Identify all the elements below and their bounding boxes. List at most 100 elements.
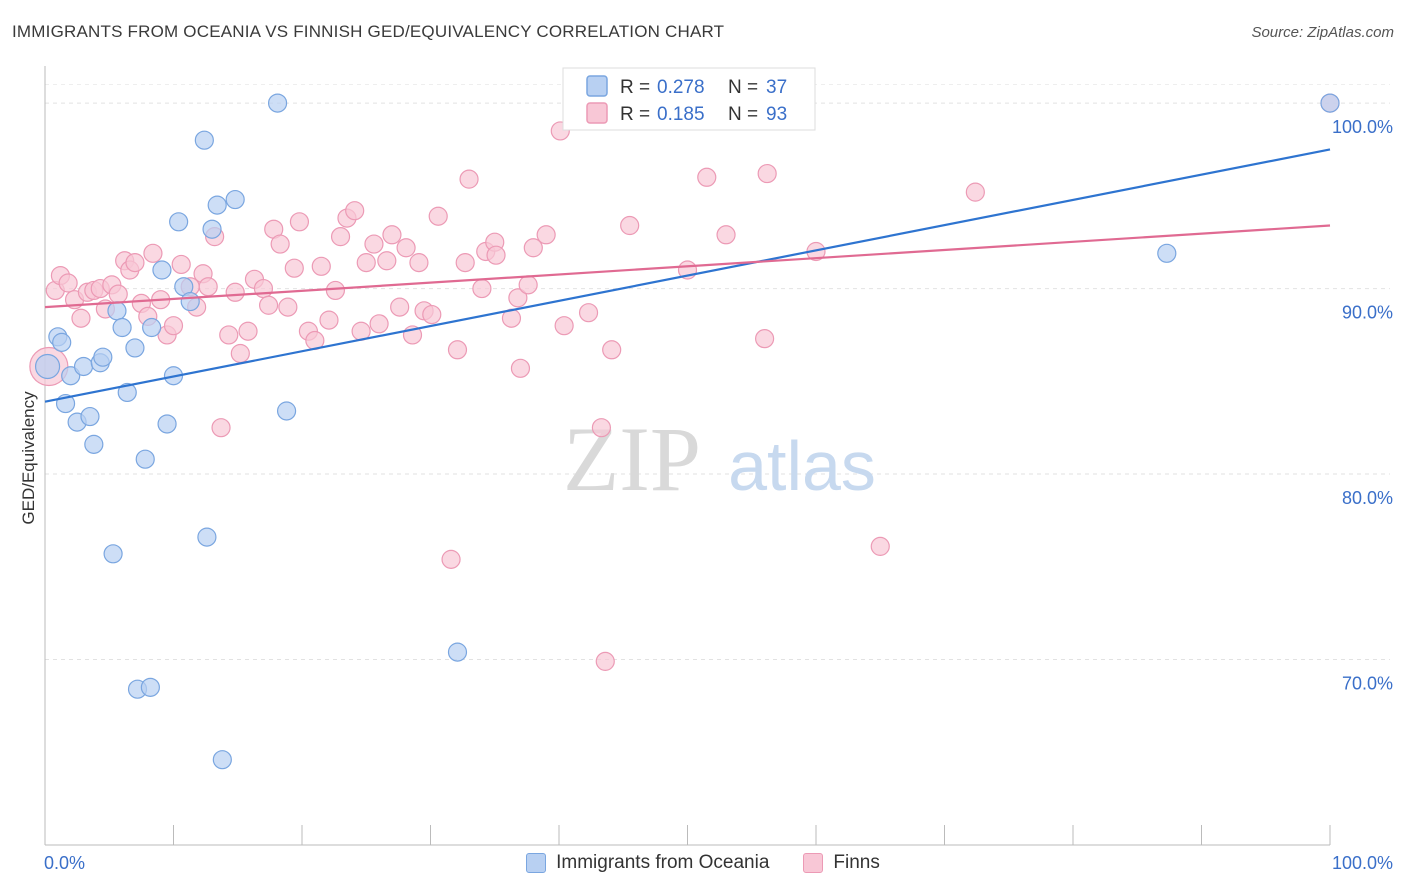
axes bbox=[44, 66, 1331, 846]
finns-point-39 bbox=[289, 212, 310, 232]
finns-point-70 bbox=[508, 288, 528, 308]
oceania-point-36 bbox=[1320, 93, 1340, 113]
oceania-point-28 bbox=[202, 219, 222, 239]
finns-point-27 bbox=[211, 418, 231, 438]
oceania-point-26 bbox=[194, 130, 214, 150]
oceania-point-35 bbox=[1157, 243, 1177, 263]
legend-top-r-label-oceania: R = bbox=[620, 77, 650, 98]
finns-point-14 bbox=[125, 253, 145, 273]
finns-point-90 bbox=[870, 536, 890, 556]
finns-point-36 bbox=[270, 234, 290, 254]
finns-point-65 bbox=[472, 278, 492, 299]
y-tick-label-1: 80.0% bbox=[1342, 488, 1393, 508]
oceania-point-21 bbox=[157, 414, 177, 434]
legend-top-swatch-oceania bbox=[586, 75, 608, 97]
legend-top-swatch-finns bbox=[586, 102, 608, 124]
finns-point-61 bbox=[441, 549, 461, 569]
legend-top-n-label-finns: N = bbox=[728, 104, 758, 125]
finns-point-5 bbox=[71, 308, 91, 328]
oceania-point-33 bbox=[276, 401, 297, 421]
y-tick-label-3: 100.0% bbox=[1332, 117, 1393, 137]
legend-top-r-value-oceania: 0.278 bbox=[657, 77, 705, 98]
legend-top-n-value-finns: 93 bbox=[766, 104, 787, 125]
finns-point-37 bbox=[278, 297, 298, 317]
finns-point-77 bbox=[578, 303, 599, 323]
finns-point-76 bbox=[554, 316, 574, 336]
finns-trend-line bbox=[44, 224, 1331, 309]
finns-point-29 bbox=[225, 282, 245, 302]
finns-point-63 bbox=[455, 253, 475, 273]
finns-point-64 bbox=[459, 169, 479, 189]
finns-point-34 bbox=[258, 295, 279, 315]
oceania-point-17 bbox=[135, 449, 155, 469]
oceania-point-12 bbox=[107, 301, 127, 321]
finns-point-28 bbox=[219, 325, 239, 345]
finns-point-31 bbox=[238, 321, 258, 341]
finns-point-60 bbox=[428, 206, 448, 226]
legend-swatch-finns bbox=[803, 853, 824, 873]
x-tick-label-0: 0.0% bbox=[44, 853, 85, 873]
finns-point-86 bbox=[754, 329, 775, 349]
x-tick-label-1: 100.0% bbox=[1332, 853, 1393, 873]
finns-point-83 bbox=[697, 167, 717, 187]
oceania-point-27 bbox=[197, 527, 217, 547]
oceania-point-8 bbox=[84, 434, 104, 454]
y-tick-label-2: 90.0% bbox=[1342, 303, 1393, 323]
oceania-point-0 bbox=[34, 353, 61, 380]
finns-point-78 bbox=[591, 418, 612, 438]
oceania-point-13 bbox=[112, 317, 132, 338]
legend-top-r-value-finns: 0.185 bbox=[657, 104, 705, 125]
x-tick-labels: 0.0% 100.0% bbox=[44, 853, 1393, 873]
legend-item-oceania: Immigrants from Oceania bbox=[526, 852, 769, 874]
watermark-zip: ZIP bbox=[563, 408, 701, 510]
y-tick-label-0: 70.0% bbox=[1342, 674, 1393, 694]
finns-point-38 bbox=[284, 258, 304, 278]
y-tick-labels: 70.0% 80.0% 90.0% 100.0% bbox=[1332, 117, 1393, 693]
finns-point-17 bbox=[143, 243, 163, 263]
trend-lines bbox=[44, 148, 1331, 403]
finns-point-68 bbox=[486, 245, 506, 265]
chart-title: IMMIGRANTS FROM OCEANIA VS FINNISH GED/E… bbox=[12, 22, 725, 41]
finns-point-84 bbox=[716, 225, 736, 245]
oceania-points bbox=[34, 93, 1340, 770]
oceania-point-34 bbox=[447, 642, 468, 662]
finns-point-43 bbox=[319, 310, 339, 330]
finns-point-71 bbox=[510, 358, 531, 378]
legend-label-finns: Finns bbox=[833, 852, 880, 873]
finns-point-87 bbox=[757, 163, 777, 184]
gridlines bbox=[45, 84, 1390, 661]
finns-point-25 bbox=[198, 277, 218, 297]
finns-point-20 bbox=[163, 316, 184, 336]
finns-point-49 bbox=[356, 253, 376, 273]
finns-point-74 bbox=[536, 225, 556, 245]
oceania-point-30 bbox=[212, 750, 232, 770]
finns-point-3 bbox=[58, 273, 78, 293]
finns-point-81 bbox=[620, 215, 640, 236]
oceania-point-31 bbox=[225, 189, 245, 210]
finns-point-21 bbox=[171, 254, 191, 275]
finns-point-79 bbox=[595, 651, 615, 671]
oceania-point-7 bbox=[80, 406, 100, 427]
finns-point-57 bbox=[409, 253, 429, 273]
legend-bottom: Immigrants from Oceania Finns bbox=[0, 852, 1406, 874]
legend-top: R = 0.278 N = 37 R = 0.185 N = 93 bbox=[562, 67, 816, 131]
finns-point-72 bbox=[518, 275, 538, 295]
oceania-point-14 bbox=[117, 382, 137, 403]
legend-label-oceania: Immigrants from Oceania bbox=[556, 852, 770, 873]
oceania-point-32 bbox=[267, 93, 288, 113]
finns-points bbox=[29, 93, 1340, 671]
legend-top-n-value-oceania: 37 bbox=[766, 77, 787, 98]
finns-point-47 bbox=[345, 201, 365, 221]
finns-point-42 bbox=[311, 256, 331, 276]
finns-point-73 bbox=[523, 238, 543, 258]
oceania-point-15 bbox=[125, 338, 145, 358]
oceania-point-10 bbox=[93, 347, 113, 367]
legend-top-r-label-finns: R = bbox=[620, 104, 650, 125]
finns-point-80 bbox=[602, 340, 622, 360]
watermark-atlas: atlas bbox=[728, 427, 876, 505]
watermark: ZIP atlas bbox=[563, 408, 876, 510]
oceania-point-6 bbox=[73, 356, 94, 377]
oceania-point-19 bbox=[142, 317, 162, 338]
finns-point-54 bbox=[390, 297, 410, 317]
finns-point-44 bbox=[325, 280, 346, 301]
